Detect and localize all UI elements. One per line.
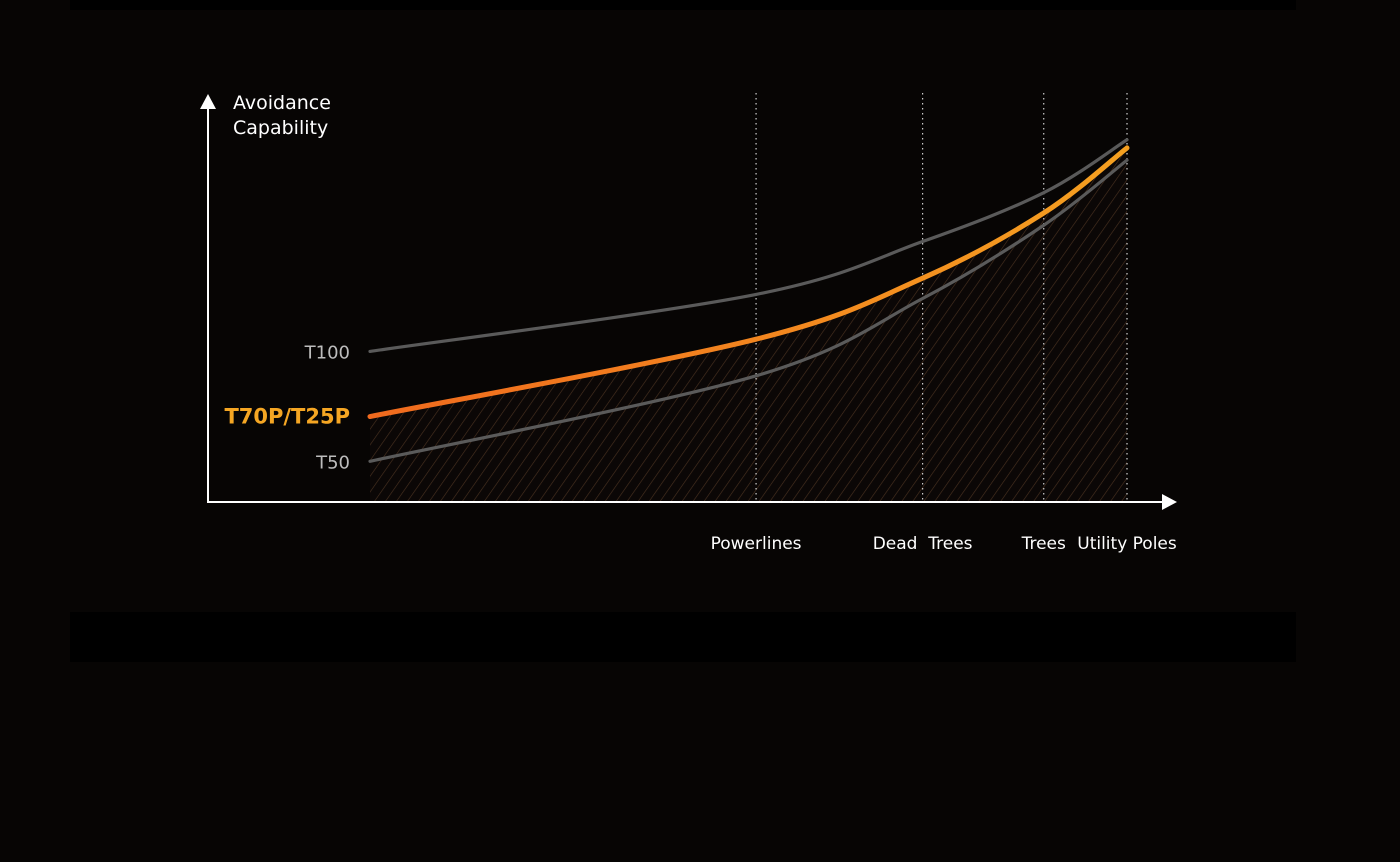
series-label: T70P/T25P xyxy=(224,405,350,429)
x-category-label: Utility Poles xyxy=(1077,534,1177,554)
series-line xyxy=(367,145,1130,420)
bottom-band xyxy=(70,612,1296,662)
series-label: T100 xyxy=(304,342,350,363)
series-line xyxy=(368,158,1129,463)
x-category-label: Powerlines xyxy=(711,534,802,554)
shaded-area xyxy=(370,147,1127,501)
y-axis-label-line-1: Avoidance xyxy=(233,92,331,114)
y-axis-arrow-icon xyxy=(200,94,216,109)
x-axis-arrow-icon xyxy=(1162,494,1177,510)
x-category-label: Trees xyxy=(1021,534,1066,554)
series-label: T50 xyxy=(315,452,350,473)
x-category-label: Dead Trees xyxy=(873,534,973,554)
top-band xyxy=(70,0,1296,10)
y-axis-label-line-2: Capability xyxy=(233,117,328,139)
series-line xyxy=(368,138,1129,354)
